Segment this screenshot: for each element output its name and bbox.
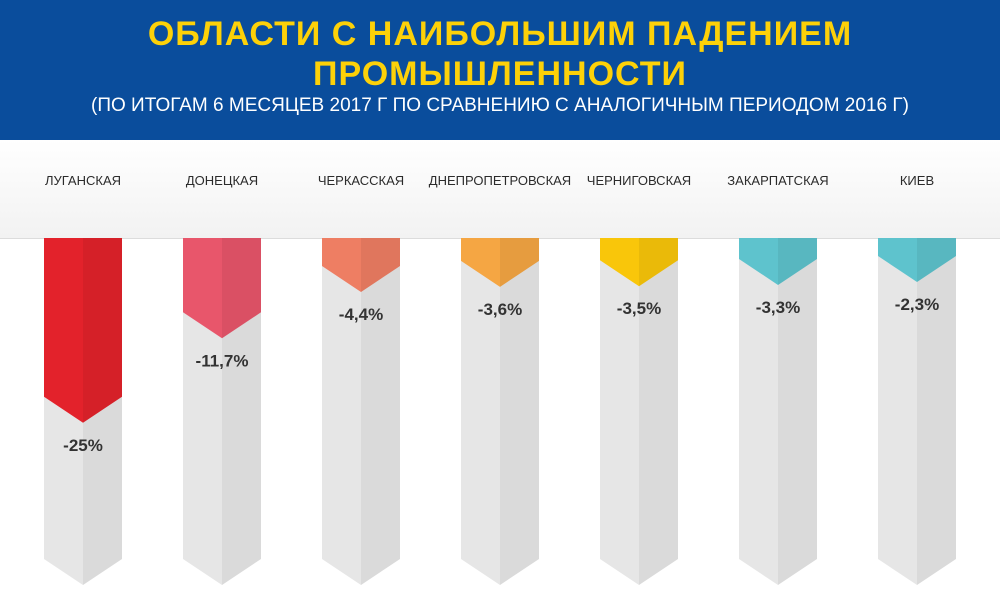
title-line-2: ПРОМЫШЛЕННОСТИ (313, 55, 687, 93)
bar-track-shade (778, 238, 817, 585)
bar-track-shade (917, 238, 956, 585)
bar (461, 238, 539, 287)
category-label: ЧЕРКАССКАЯ (318, 173, 404, 188)
bar-track (878, 238, 956, 585)
bar-track-shade (500, 238, 539, 585)
bar-track (739, 238, 817, 585)
bar (878, 238, 956, 282)
bar (739, 238, 817, 285)
value-label: -3,3% (756, 298, 800, 317)
value-label: -4,4% (339, 305, 383, 324)
bar-shade (639, 238, 678, 287)
bar-shade (361, 238, 400, 292)
value-label: -3,6% (478, 300, 522, 319)
bar-shade (83, 238, 122, 423)
bar (183, 238, 261, 339)
value-label: -25% (63, 436, 103, 455)
title-line-1: ОБЛАСТИ С НАИБОЛЬШИМ ПАДЕНИЕМ (147, 15, 853, 53)
bar-track (322, 238, 400, 585)
value-label: -2,3% (895, 295, 939, 314)
value-label: -3,5% (617, 299, 661, 318)
category-label: ДОНЕЦКАЯ (186, 173, 258, 188)
bar (322, 238, 400, 292)
value-label: -11,7% (196, 351, 249, 370)
category-label: ЧЕРНИГОВСКАЯ (587, 173, 691, 188)
bar-track (461, 238, 539, 585)
bar-shade (917, 238, 956, 282)
bar-track-shade (361, 238, 400, 585)
category-label: ДНЕПРОПЕТРОВСКАЯ (429, 173, 571, 188)
bar-track (600, 238, 678, 585)
bar-shade (500, 238, 539, 287)
header-banner: ОБЛАСТИ С НАИБОЛЬШИМ ПАДЕНИЕМ ПРОМЫШЛЕНН… (0, 0, 1000, 140)
bar (44, 238, 122, 423)
bar-shade (222, 238, 261, 339)
category-label: КИЕВ (900, 173, 934, 188)
bar (600, 238, 678, 287)
chart-title: ОБЛАСТИ С НАИБОЛЬШИМ ПАДЕНИЕМ ПРОМЫШЛЕНН… (0, 14, 1000, 94)
bar-track-shade (639, 238, 678, 585)
bar-shade (778, 238, 817, 285)
chart-subtitle: (ПО ИТОГАМ 6 МЕСЯЦЕВ 2017 Г ПО СРАВНЕНИЮ… (91, 95, 909, 116)
category-label: ЛУГАНСКАЯ (45, 173, 121, 188)
category-label: ЗАКАРПАТСКАЯ (727, 173, 828, 188)
